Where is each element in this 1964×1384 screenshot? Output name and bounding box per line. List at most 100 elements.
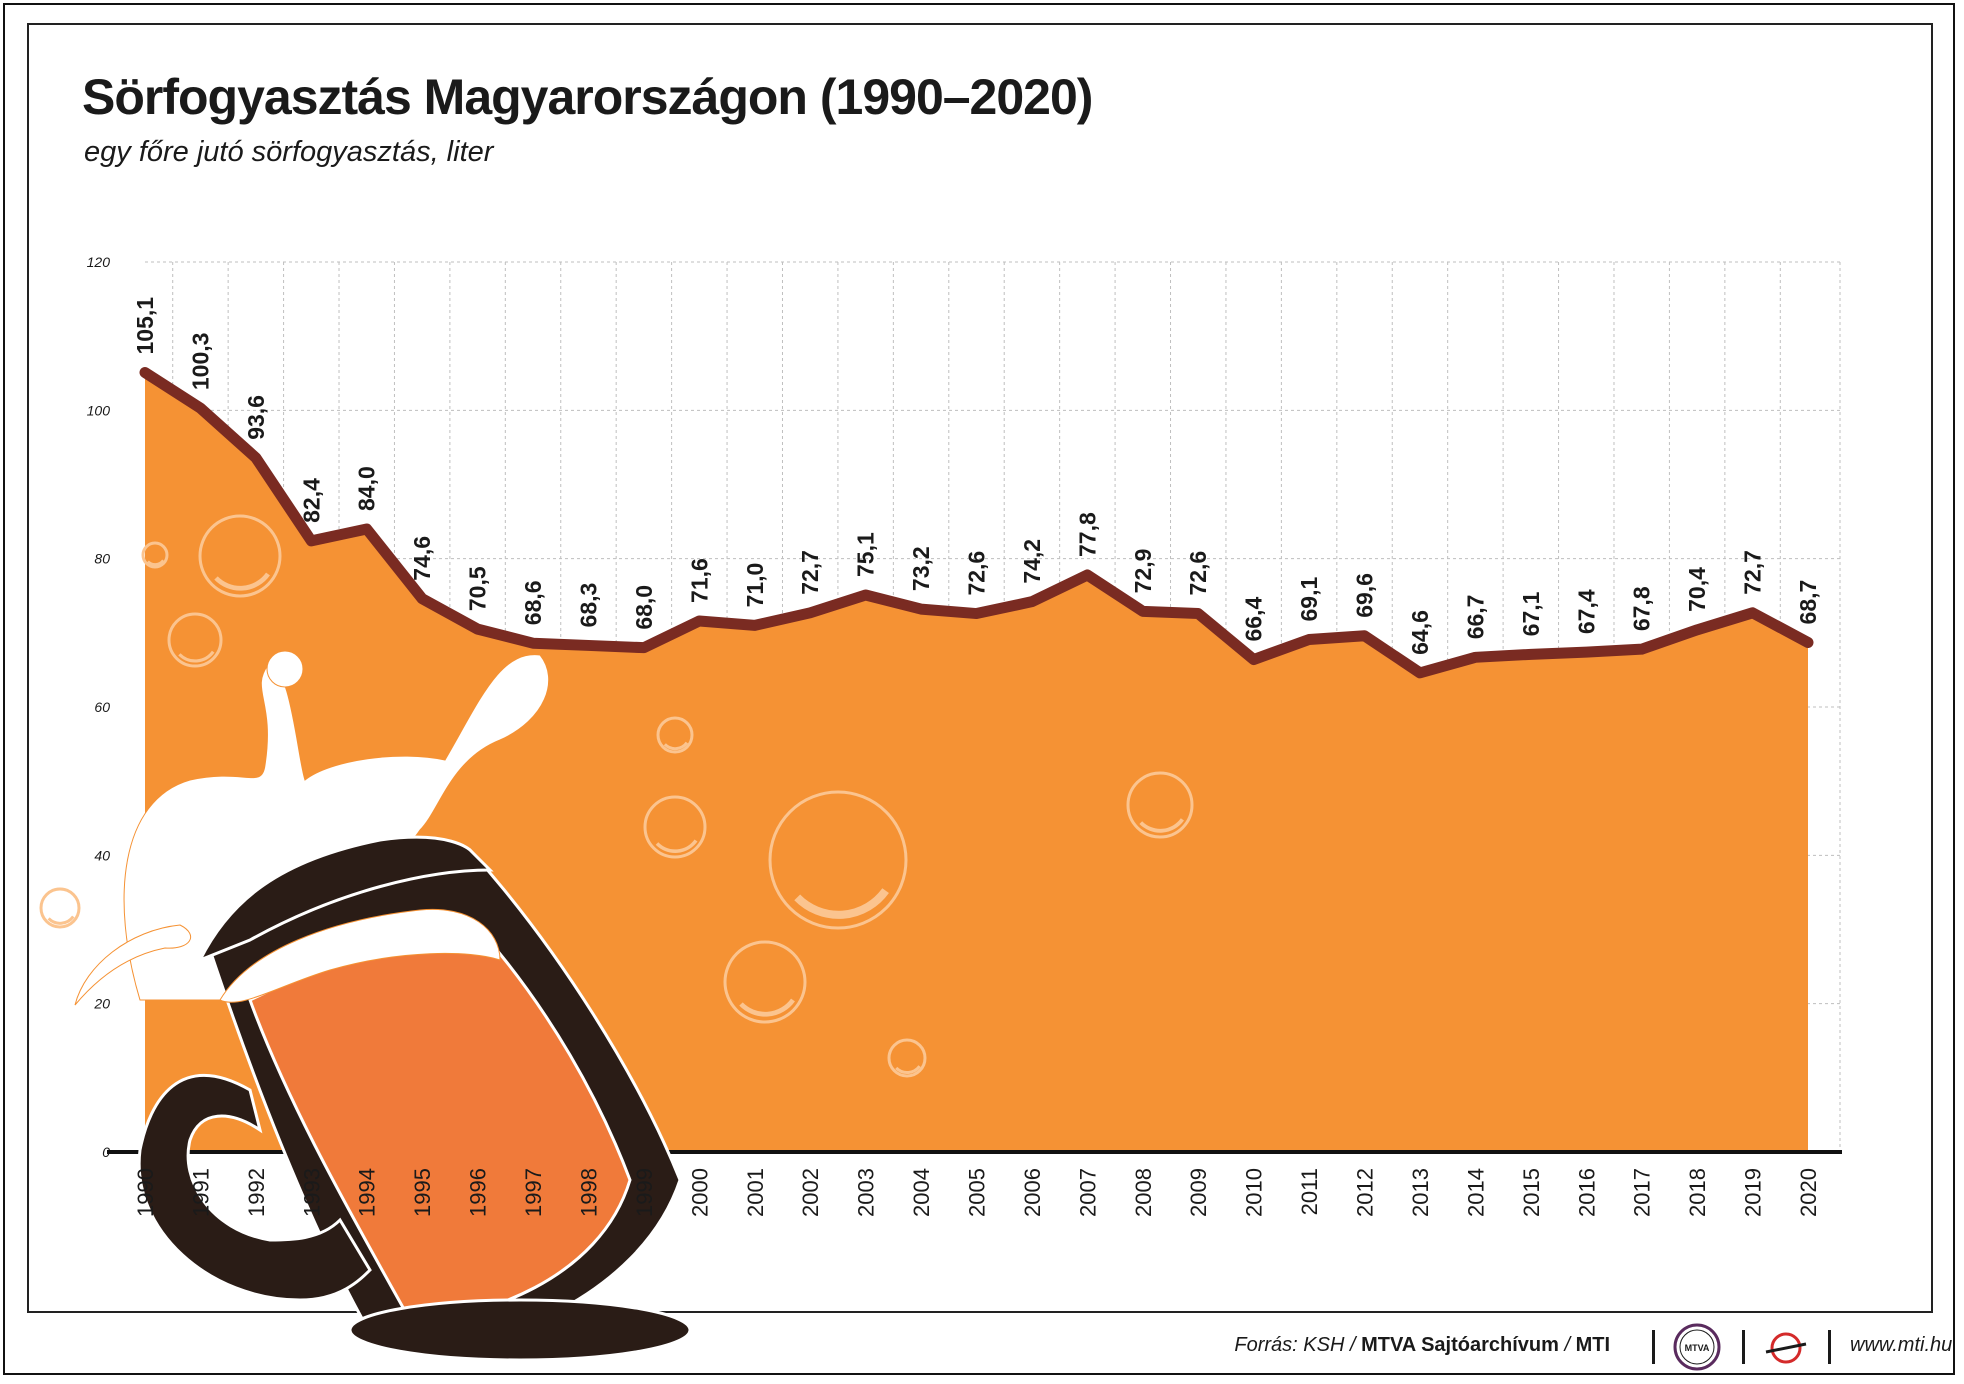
bubble — [198, 514, 282, 598]
value-label: 67,8 — [1629, 586, 1655, 631]
value-label: 69,1 — [1296, 577, 1322, 622]
bubble — [768, 790, 908, 930]
mug-rim — [196, 835, 494, 963]
bubble-highlight — [663, 741, 689, 751]
divider — [1742, 1330, 1745, 1364]
value-label: 66,7 — [1462, 595, 1488, 640]
x-tick-label: 2000 — [687, 1168, 712, 1217]
bubble — [887, 1038, 927, 1078]
x-tick-label: 1998 — [576, 1168, 601, 1217]
mtva-logo: MTVA — [1673, 1323, 1721, 1371]
foam-drop — [266, 650, 304, 688]
value-labels: 105,1 100,3 93,6 82,4 84,0 74,6 70,5 68,6 68,3 68… — [132, 297, 1821, 655]
value-label: 66,4 — [1241, 597, 1267, 642]
x-tick-label: 1996 — [466, 1168, 491, 1217]
x-tick-label: 2018 — [1685, 1168, 1710, 1217]
value-label: 105,1 — [132, 297, 158, 355]
y-tick-label: 0 — [102, 1144, 110, 1160]
foam-top — [219, 908, 501, 1003]
value-label: 75,1 — [853, 532, 879, 577]
x-tick-label: 1991 — [188, 1168, 213, 1217]
x-tick-label: 2001 — [743, 1168, 768, 1217]
mtva-logo-text: MTVA — [1685, 1343, 1710, 1353]
area-fill — [145, 372, 1808, 1153]
x-tick-label: 2006 — [1020, 1168, 1045, 1217]
x-tick-label: 2009 — [1186, 1168, 1211, 1217]
bubble-highlight — [895, 1065, 921, 1075]
value-label: 68,7 — [1795, 580, 1821, 625]
x-axis-ticks: 1990 1991 1992 1993 1994 1995 1996 1997 1998 1999… — [133, 1168, 1821, 1217]
value-label: 82,4 — [298, 478, 324, 523]
chart-border — [27, 23, 1933, 1313]
value-label: 77,8 — [1074, 512, 1100, 557]
x-tick-label: 2003 — [854, 1168, 879, 1217]
y-tick-label: 60 — [94, 699, 110, 715]
y-tick-label: 40 — [94, 847, 110, 863]
value-label: 69,6 — [1352, 573, 1378, 618]
bubbles-decoration — [39, 514, 1194, 1078]
x-tick-label: 2005 — [965, 1168, 990, 1217]
value-label: 70,5 — [465, 566, 491, 611]
bubble — [1126, 771, 1194, 839]
x-tick-label: 2015 — [1519, 1168, 1544, 1217]
x-tick-label: 2004 — [909, 1168, 934, 1217]
bubble-highlight — [794, 888, 889, 919]
divider — [1828, 1330, 1831, 1364]
value-label: 72,7 — [1740, 550, 1766, 595]
value-label: 72,6 — [1185, 551, 1211, 596]
series-line — [139, 367, 1814, 679]
foam-drip — [74, 924, 192, 1006]
y-tick-label: 120 — [87, 254, 111, 270]
footer: Forrás: KSH / MTVA Sajtóarchívum / MTI M… — [0, 1318, 1964, 1378]
mti-logo — [1765, 1332, 1807, 1364]
value-label: 93,6 — [243, 395, 269, 440]
x-tick-label: 2011 — [1297, 1168, 1322, 1215]
mug-handle — [137, 1074, 372, 1302]
value-label: 72,9 — [1130, 549, 1156, 594]
x-tick-label: 1995 — [410, 1168, 435, 1217]
value-label: 68,3 — [575, 583, 601, 628]
x-tick-label: 2016 — [1574, 1168, 1599, 1217]
value-label: 64,6 — [1407, 610, 1433, 655]
mug-base — [348, 1298, 692, 1362]
source-separator: / — [1558, 1334, 1576, 1356]
value-label: 74,6 — [409, 536, 435, 581]
value-label: 74,2 — [1019, 539, 1045, 584]
value-label: 71,6 — [686, 558, 712, 603]
x-tick-label: 2010 — [1242, 1168, 1267, 1217]
x-tick-label: 2007 — [1075, 1168, 1100, 1217]
beer-mug-illustration — [74, 650, 692, 1362]
bubble-highlight — [655, 839, 698, 853]
divider — [1652, 1330, 1655, 1364]
bubble — [39, 887, 81, 929]
value-label: 67,1 — [1518, 591, 1544, 636]
x-tick-label: 2002 — [798, 1168, 823, 1217]
x-tick-label: 2013 — [1408, 1168, 1433, 1217]
x-tick-label: 2019 — [1741, 1168, 1766, 1217]
x-tick-label: 1999 — [632, 1168, 657, 1217]
bubble-highlight — [178, 650, 215, 663]
bubble — [723, 940, 807, 1024]
chart-subtitle: egy főre jutó sörfogyasztás, liter — [84, 136, 494, 168]
value-label: 68,0 — [631, 585, 657, 630]
bubble-highlight — [739, 998, 795, 1017]
chart-title: Sörfogyasztás Magyarországon (1990–2020) — [82, 69, 1093, 125]
y-axis-ticks: 0 20 40 60 80 100 120 — [87, 254, 111, 1160]
source-prefix: Forrás: KSH / — [1234, 1334, 1362, 1356]
value-label: 84,0 — [354, 466, 380, 511]
source-mti: MTI — [1575, 1334, 1610, 1356]
y-tick-label: 100 — [87, 402, 111, 418]
value-label: 73,2 — [908, 546, 934, 591]
x-tick-label: 2017 — [1630, 1168, 1655, 1217]
bubble — [656, 716, 694, 754]
x-tick-label: 2012 — [1353, 1168, 1378, 1217]
bubble — [167, 612, 223, 668]
bubble-highlight — [214, 572, 270, 591]
bubble — [141, 541, 169, 569]
x-tick-label: 2008 — [1131, 1168, 1156, 1217]
bubble-highlight — [1139, 818, 1184, 833]
x-tick-label: 1990 — [133, 1168, 158, 1217]
website-link[interactable]: www.mti.hu — [1850, 1334, 1953, 1356]
y-tick-label: 80 — [94, 551, 110, 567]
